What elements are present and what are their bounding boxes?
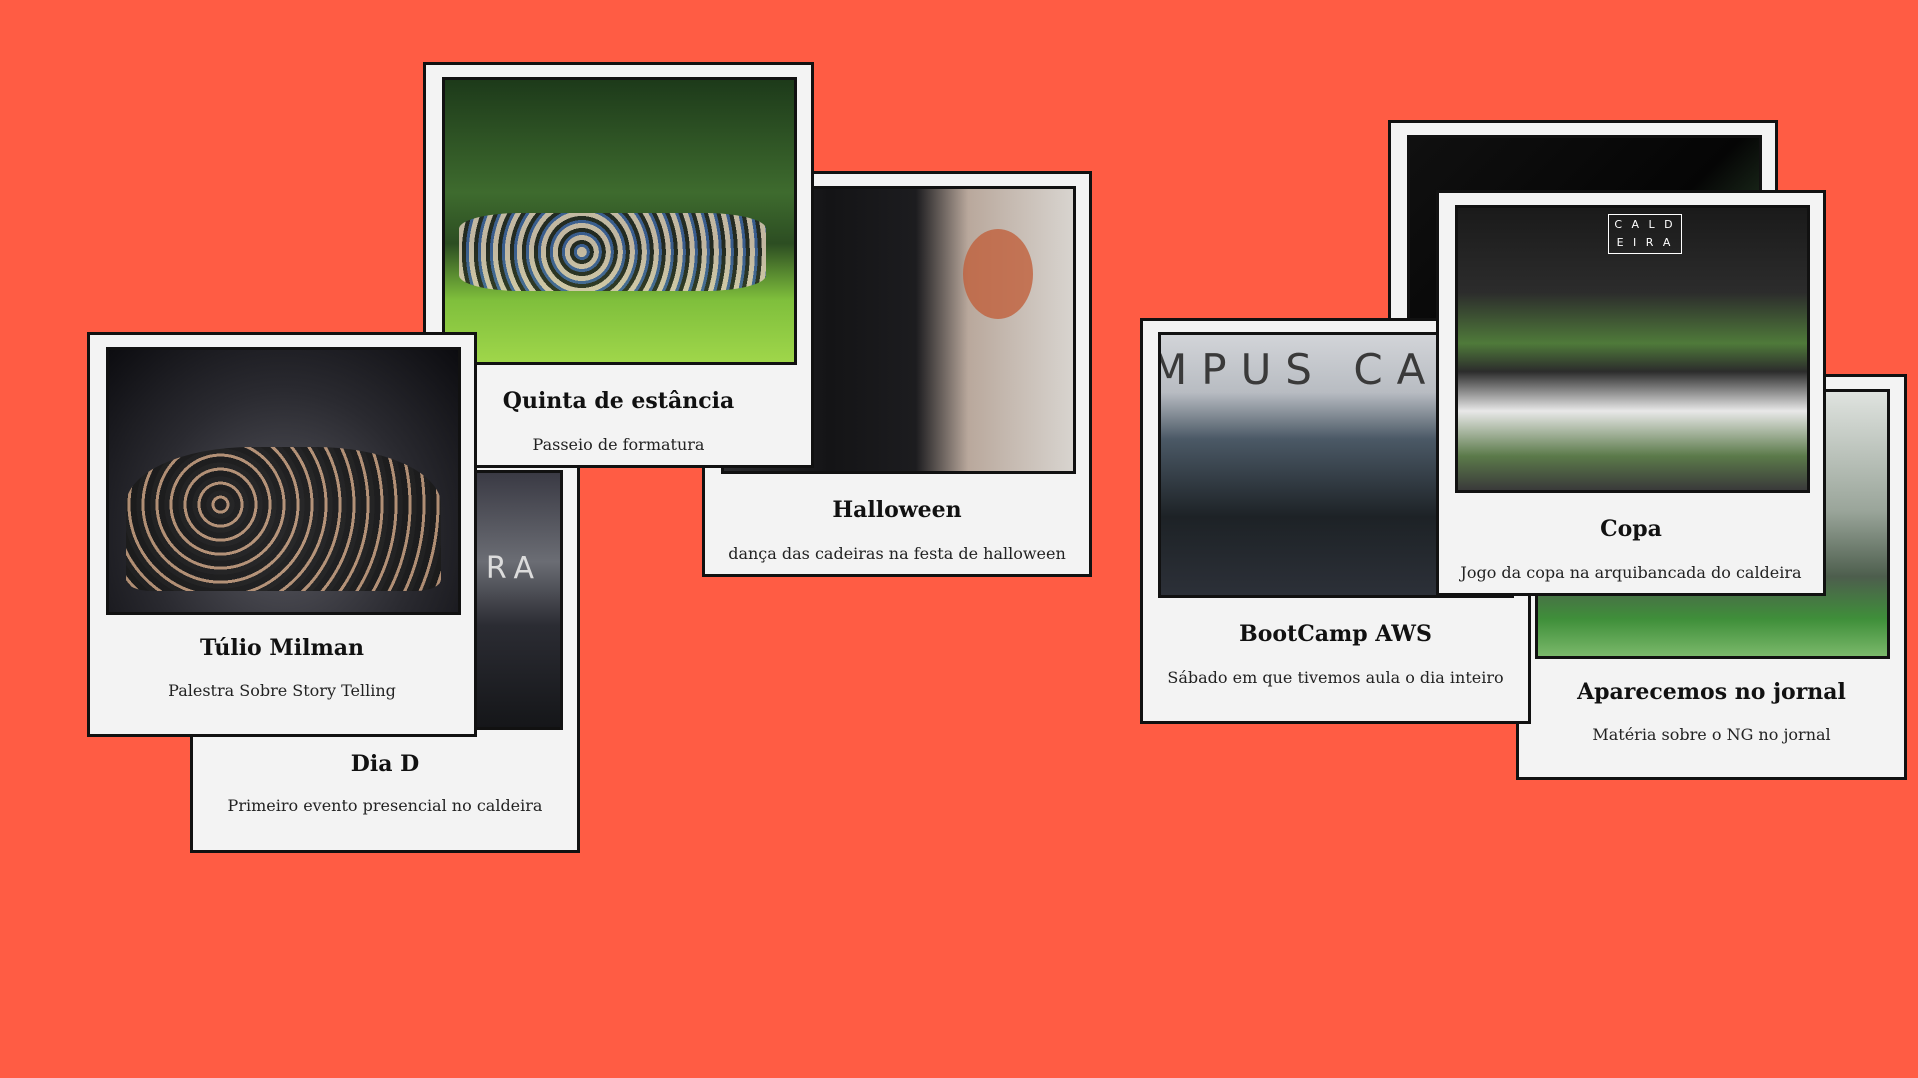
card-title: Quinta de estância — [502, 388, 735, 414]
caldeira-logo: C A L D E I R A — [1608, 214, 1682, 254]
photo-card-quinta-de-estancia[interactable]: Quinta de estância Passeio de formatura — [423, 62, 814, 468]
card-title: Copa — [1600, 516, 1662, 542]
photo-copa: C A L D E I R A — [1455, 205, 1810, 493]
card-title: Dia D — [350, 751, 420, 777]
card-description: Matéria sobre o NG no jornal — [1592, 725, 1831, 744]
card-description: Sábado em que tivemos aula o dia inteiro — [1167, 668, 1504, 687]
group-crowd — [458, 212, 767, 292]
photo-tulio-milman — [106, 347, 461, 615]
photo-sign-text: RA — [485, 551, 542, 586]
card-description: dança das cadeiras na festa de halloween — [728, 544, 1066, 563]
card-title: Aparecemos no jornal — [1577, 679, 1846, 705]
card-title: BootCamp AWS — [1239, 621, 1432, 647]
card-title: Halloween — [832, 497, 962, 523]
photo-card-copa[interactable]: C A L D E I R A Copa Jogo da copa na arq… — [1436, 190, 1826, 596]
card-description: Passeio de formatura — [532, 435, 705, 454]
person-red-hair — [963, 229, 1033, 319]
card-description: Palestra Sobre Story Telling — [168, 681, 396, 700]
card-description: Primeiro evento presencial no caldeira — [227, 796, 543, 815]
card-title: Túlio Milman — [200, 635, 364, 661]
card-description: Jogo da copa na arquibancada do caldeira — [1460, 563, 1802, 582]
photo-card-tulio-milman[interactable]: Túlio Milman Palestra Sobre Story Tellin… — [87, 332, 477, 737]
photo-sign-text: MPUS CA — [1158, 345, 1440, 394]
photo-quinta-de-estancia — [442, 77, 797, 365]
group-crowd — [126, 446, 441, 592]
